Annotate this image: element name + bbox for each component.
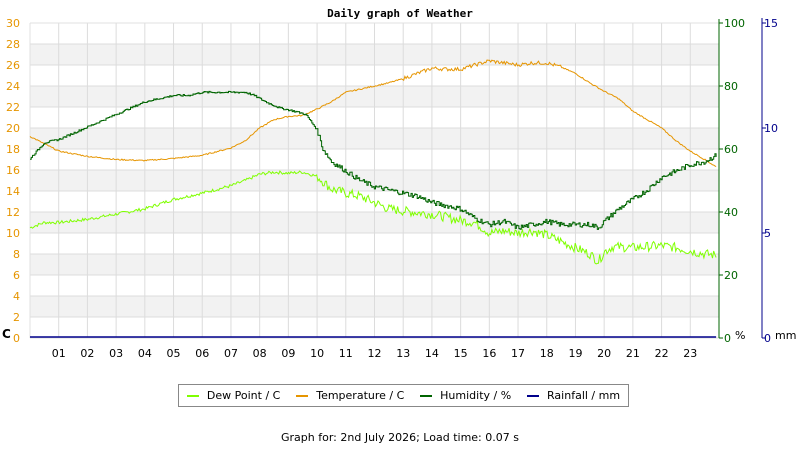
left-axis-tick-label: 28: [6, 38, 20, 51]
x-axis-tick-label: 16: [482, 347, 496, 360]
x-axis-tick-label: 15: [454, 347, 468, 360]
rainfall-axis-tick-label: 5: [764, 227, 771, 240]
x-axis-tick-label: 14: [425, 347, 439, 360]
rainfall-axis-tick-label: 0: [764, 332, 771, 345]
series-line-dew: [29, 170, 717, 265]
legend-label: Temperature / C: [316, 389, 405, 402]
humidity-axis-tick-label: 60: [724, 143, 738, 156]
x-axis-tick-label: 11: [339, 347, 353, 360]
left-axis-tick-label: 20: [6, 122, 20, 135]
x-axis-tick-label: 10: [310, 347, 324, 360]
legend-label: Rainfall / mm: [547, 389, 621, 402]
series-line-temperature: [29, 59, 717, 168]
x-axis-tick-label: 03: [109, 347, 123, 360]
rainfall-axis-tick-label: 10: [764, 122, 778, 135]
legend-swatch: [420, 394, 433, 397]
x-axis-tick-label: 20: [597, 347, 611, 360]
legend-item-dew: Dew Point / C: [186, 389, 281, 402]
legend-item-temperature: Temperature / C: [296, 389, 404, 402]
legend-swatch: [527, 394, 540, 397]
legend-label: Humidity / %: [440, 389, 512, 402]
x-axis-tick-label: 05: [167, 347, 181, 360]
left-axis-tick-label: 16: [6, 164, 20, 177]
x-axis-tick-label: 06: [195, 347, 209, 360]
series-lines: [29, 59, 717, 338]
left-axis-tick-label: 6: [13, 269, 20, 282]
legend-item-rainfall: Rainfall / mm: [527, 389, 620, 402]
left-axis-tick-label: 4: [13, 290, 20, 303]
left-axis-tick-label: 0: [13, 332, 20, 345]
rainfall-axis-unit: mm: [775, 329, 796, 342]
x-axis-tick-label: 01: [52, 347, 66, 360]
humidity-axis-tick-label: 100: [724, 17, 745, 30]
x-axis-tick-label: 08: [253, 347, 267, 360]
left-axis-tick-label: 24: [6, 80, 20, 93]
left-axis-unit: C: [2, 327, 11, 341]
x-axis-tick-label: 02: [80, 347, 94, 360]
x-axis-tick-label: 17: [511, 347, 525, 360]
x-axis-tick-label: 13: [396, 347, 410, 360]
rainfall-axis-tick-label: 15: [764, 17, 778, 30]
x-axis-tick-label: 21: [626, 347, 640, 360]
humidity-axis-tick-label: 0: [724, 332, 731, 345]
x-axis-tick-label: 09: [281, 347, 295, 360]
left-axis-tick-label: 22: [6, 101, 20, 114]
humidity-axis-tick-label: 40: [724, 206, 738, 219]
legend-label: Dew Point / C: [206, 389, 281, 402]
legend-swatch: [186, 394, 199, 397]
legend-item-humidity: Humidity / %: [420, 389, 511, 402]
humidity-axis-tick-label: 20: [724, 269, 738, 282]
x-axis-tick-label: 23: [683, 347, 697, 360]
chart-title: Daily graph of Weather: [327, 7, 473, 20]
footer-status: Graph for: 2nd July 2026; Load time: 0.0…: [281, 431, 519, 444]
x-axis-tick-label: 07: [224, 347, 238, 360]
left-axis-tick-label: 14: [6, 185, 20, 198]
x-axis-tick-label: 22: [655, 347, 669, 360]
legend-swatch: [296, 394, 309, 397]
humidity-axis-tick-label: 80: [724, 80, 738, 93]
left-axis-tick-label: 2: [13, 311, 20, 324]
legend: Dew Point / C Temperature / C Humidity / %…: [178, 384, 629, 407]
left-axis-tick-label: 8: [13, 248, 20, 261]
left-axis-tick-label: 12: [6, 206, 20, 219]
left-axis-tick-label: 30: [6, 17, 20, 30]
x-axis-tick-label: 18: [540, 347, 554, 360]
x-axis-tick-label: 12: [368, 347, 382, 360]
x-axis-tick-label: 19: [568, 347, 582, 360]
left-axis-tick-label: 18: [6, 143, 20, 156]
left-axis-tick-label: 26: [6, 59, 20, 72]
series-line-humidity: [30, 90, 717, 230]
x-axis-tick-label: 04: [138, 347, 152, 360]
left-axis-tick-label: 10: [6, 227, 20, 240]
humidity-axis-unit: %: [735, 329, 745, 342]
